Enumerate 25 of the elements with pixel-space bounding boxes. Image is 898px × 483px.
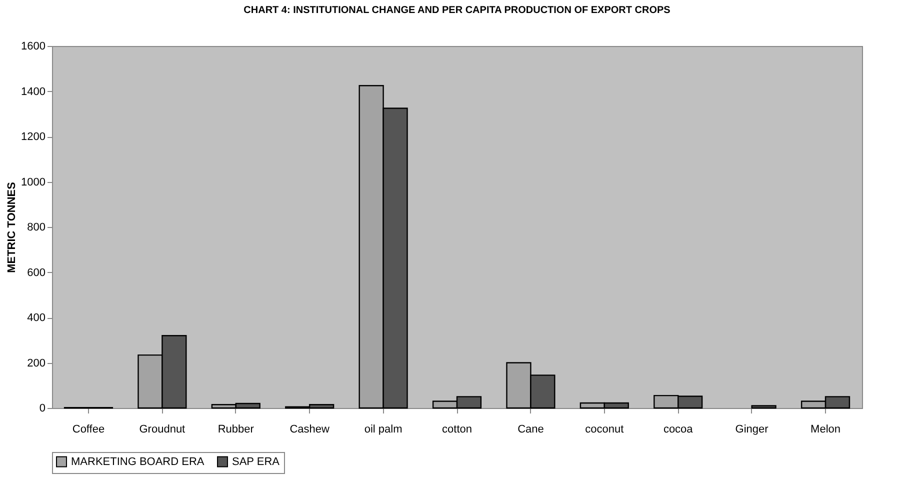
y-tick-label: 1000 — [21, 176, 46, 188]
x-tick-label: Rubber — [218, 424, 254, 436]
x-tick-label: Cane — [518, 424, 544, 436]
x-tick-label: Coffee — [72, 424, 105, 436]
y-tick-label: 1200 — [21, 131, 46, 143]
x-tick-label: cotton — [442, 424, 472, 436]
x-tick-label: Cashew — [290, 424, 330, 436]
x-tick-label: oil palm — [364, 424, 402, 436]
y-tick-label: 800 — [27, 222, 46, 234]
y-tick-label: 1400 — [21, 86, 46, 98]
chart-title: CHART 4: INSTITUTIONAL CHANGE AND PER CAPITA PRODUCTION OF EXPORT CROPS — [244, 5, 671, 16]
y-tick-label: 400 — [27, 312, 46, 324]
x-tick-label: Melon — [810, 424, 840, 436]
y-tick-label: 200 — [27, 357, 46, 370]
y-tick-label: 1600 — [21, 40, 46, 52]
legend-label: SAP ERA — [232, 456, 280, 468]
x-tick-label: Ginger — [735, 424, 769, 436]
bar — [751, 405, 776, 409]
legend-label: MARKETING BOARD ERA — [71, 456, 205, 468]
y-tick-label: 600 — [27, 266, 46, 279]
y-tick-label: 0 — [39, 402, 46, 414]
y-axis-title: METRIC TONNES — [6, 182, 18, 273]
x-tick-label: Groudnut — [139, 424, 186, 436]
x-tick-label: coconut — [585, 424, 624, 436]
x-tick-label: cocoa — [663, 424, 694, 436]
